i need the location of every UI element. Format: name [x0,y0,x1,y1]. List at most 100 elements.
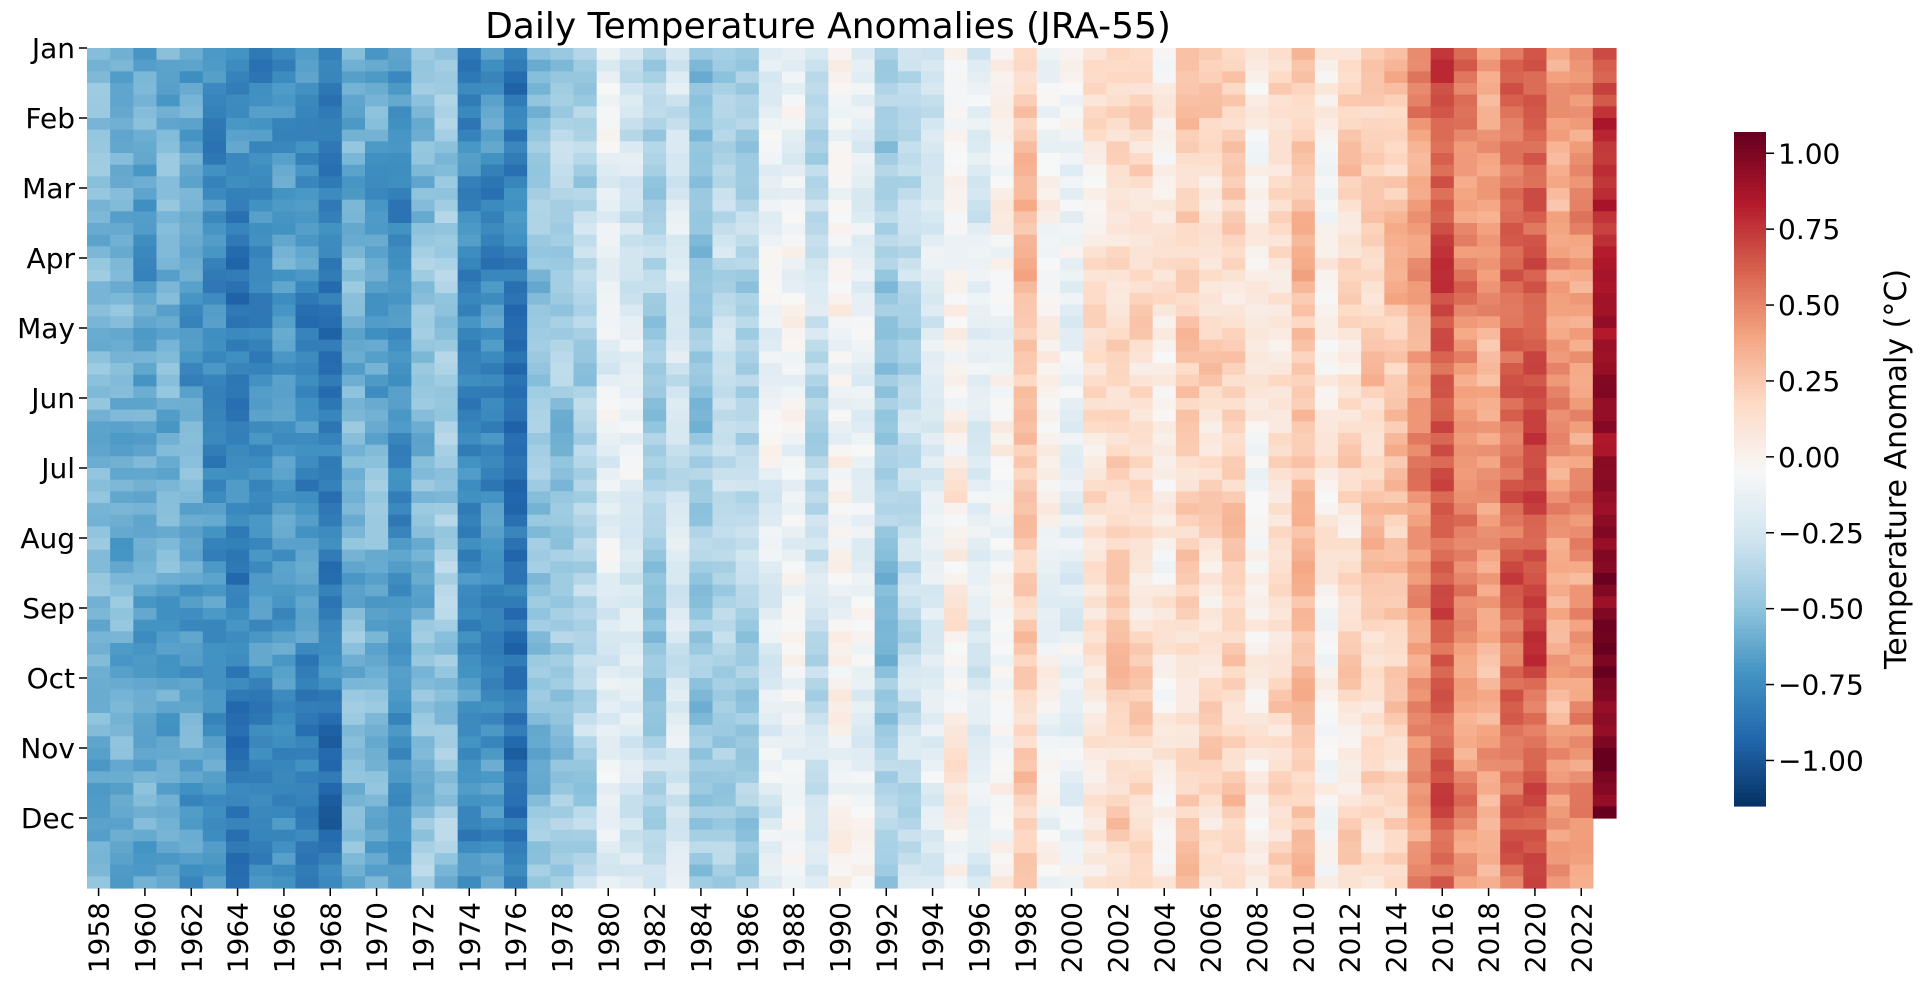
heatmap-cell [179,234,204,247]
heatmap-cell [828,584,853,597]
heatmap-cell [1407,876,1432,889]
heatmap-cell [272,829,297,842]
heatmap-cell [1013,666,1038,679]
heatmap-cell [967,736,992,749]
heatmap-cell [1500,153,1524,166]
heatmap-cell [295,759,320,772]
heatmap-cell [897,246,922,259]
heatmap-cell [295,211,320,224]
heatmap-cell [1013,328,1038,341]
heatmap-cell [202,339,227,352]
heatmap-cell [341,829,366,842]
heatmap-cell [480,444,505,457]
heatmap-cell [87,59,111,72]
heatmap-cell [550,549,575,562]
heatmap-cell [1453,526,1478,539]
heatmap-cell [179,409,204,422]
colorbar-segment [1734,237,1766,243]
heatmap-cell [480,141,505,154]
heatmap-cell [573,631,598,644]
heatmap-cell [666,444,690,457]
heatmap-cell [851,724,876,737]
heatmap-cell [1569,386,1594,399]
heatmap-cell [596,386,621,399]
colorbar-segment [1734,612,1766,618]
heatmap-cell [1291,48,1316,61]
heatmap-cell [874,386,899,399]
heatmap-cell [110,514,134,527]
heatmap-cell [1013,491,1038,504]
heatmap-cell [480,643,505,656]
heatmap-cell [990,584,1015,597]
heatmap-cell [1175,608,1200,621]
heatmap-cell [1384,584,1409,597]
heatmap-cell [851,129,876,142]
heatmap-cell [457,631,482,644]
heatmap-cell [805,48,829,61]
heatmap-cell [133,176,158,189]
heatmap-cell [480,59,505,72]
heatmap-cell [805,129,829,142]
heatmap-cell [990,281,1015,294]
heatmap-cell [480,304,505,317]
heatmap-cell [434,176,459,189]
heatmap-cell [341,818,366,831]
heatmap-cell [874,374,899,387]
colorbar-segment [1734,515,1766,521]
heatmap-cell [1060,608,1084,621]
heatmap-cell [1314,106,1339,119]
heatmap-cell [550,678,575,691]
heatmap-cell [1569,561,1594,574]
heatmap-cell [619,818,644,831]
heatmap-cell [782,106,806,119]
heatmap-cell [1152,876,1177,889]
heatmap-cell [87,444,111,457]
heatmap-cell [1245,876,1270,889]
heatmap-cell [527,398,551,411]
heatmap-cell [1569,456,1594,469]
heatmap-cell [411,806,436,819]
heatmap-cell [411,748,436,761]
heatmap-cell [921,153,945,166]
heatmap-cell [828,444,853,457]
heatmap-cell [1013,678,1038,691]
heatmap-cell [550,444,575,457]
heatmap-cell [1338,48,1362,61]
heatmap-cell [272,794,297,807]
heatmap-cell [1175,141,1200,154]
heatmap-cell [1152,526,1177,539]
heatmap-cell [712,304,737,317]
heatmap-cell [643,468,667,481]
heatmap-cell [689,363,714,376]
heatmap-cell [156,864,181,877]
heatmap-cell [573,724,598,737]
heatmap-cell [295,573,320,586]
heatmap-cell [226,351,250,364]
heatmap-cell [619,363,644,376]
heatmap-cell [643,258,667,271]
colorbar-segment [1734,700,1766,706]
heatmap-cell [1013,71,1038,84]
heatmap-cell [967,164,992,177]
heatmap-cell [1036,258,1061,271]
heatmap-cell [457,678,482,691]
heatmap-cell [110,153,134,166]
heatmap-cell [1268,386,1293,399]
heatmap-cell [967,129,992,142]
heatmap-cell [1430,71,1455,84]
heatmap-cell [1430,631,1455,644]
heatmap-cell [1314,608,1339,621]
heatmap-cell [341,281,366,294]
heatmap-cell [990,129,1015,142]
heatmap-cell [1106,118,1131,131]
heatmap-cell [1546,608,1571,621]
heatmap-cell [828,211,853,224]
heatmap-cell [179,491,204,504]
heatmap-cell [573,258,598,271]
heatmap-cell [921,549,945,562]
heatmap-cell [1245,701,1270,714]
heatmap-cell [1129,573,1154,586]
heatmap-cell [1569,304,1594,317]
heatmap-cell [341,549,366,562]
heatmap-cell [805,223,829,236]
